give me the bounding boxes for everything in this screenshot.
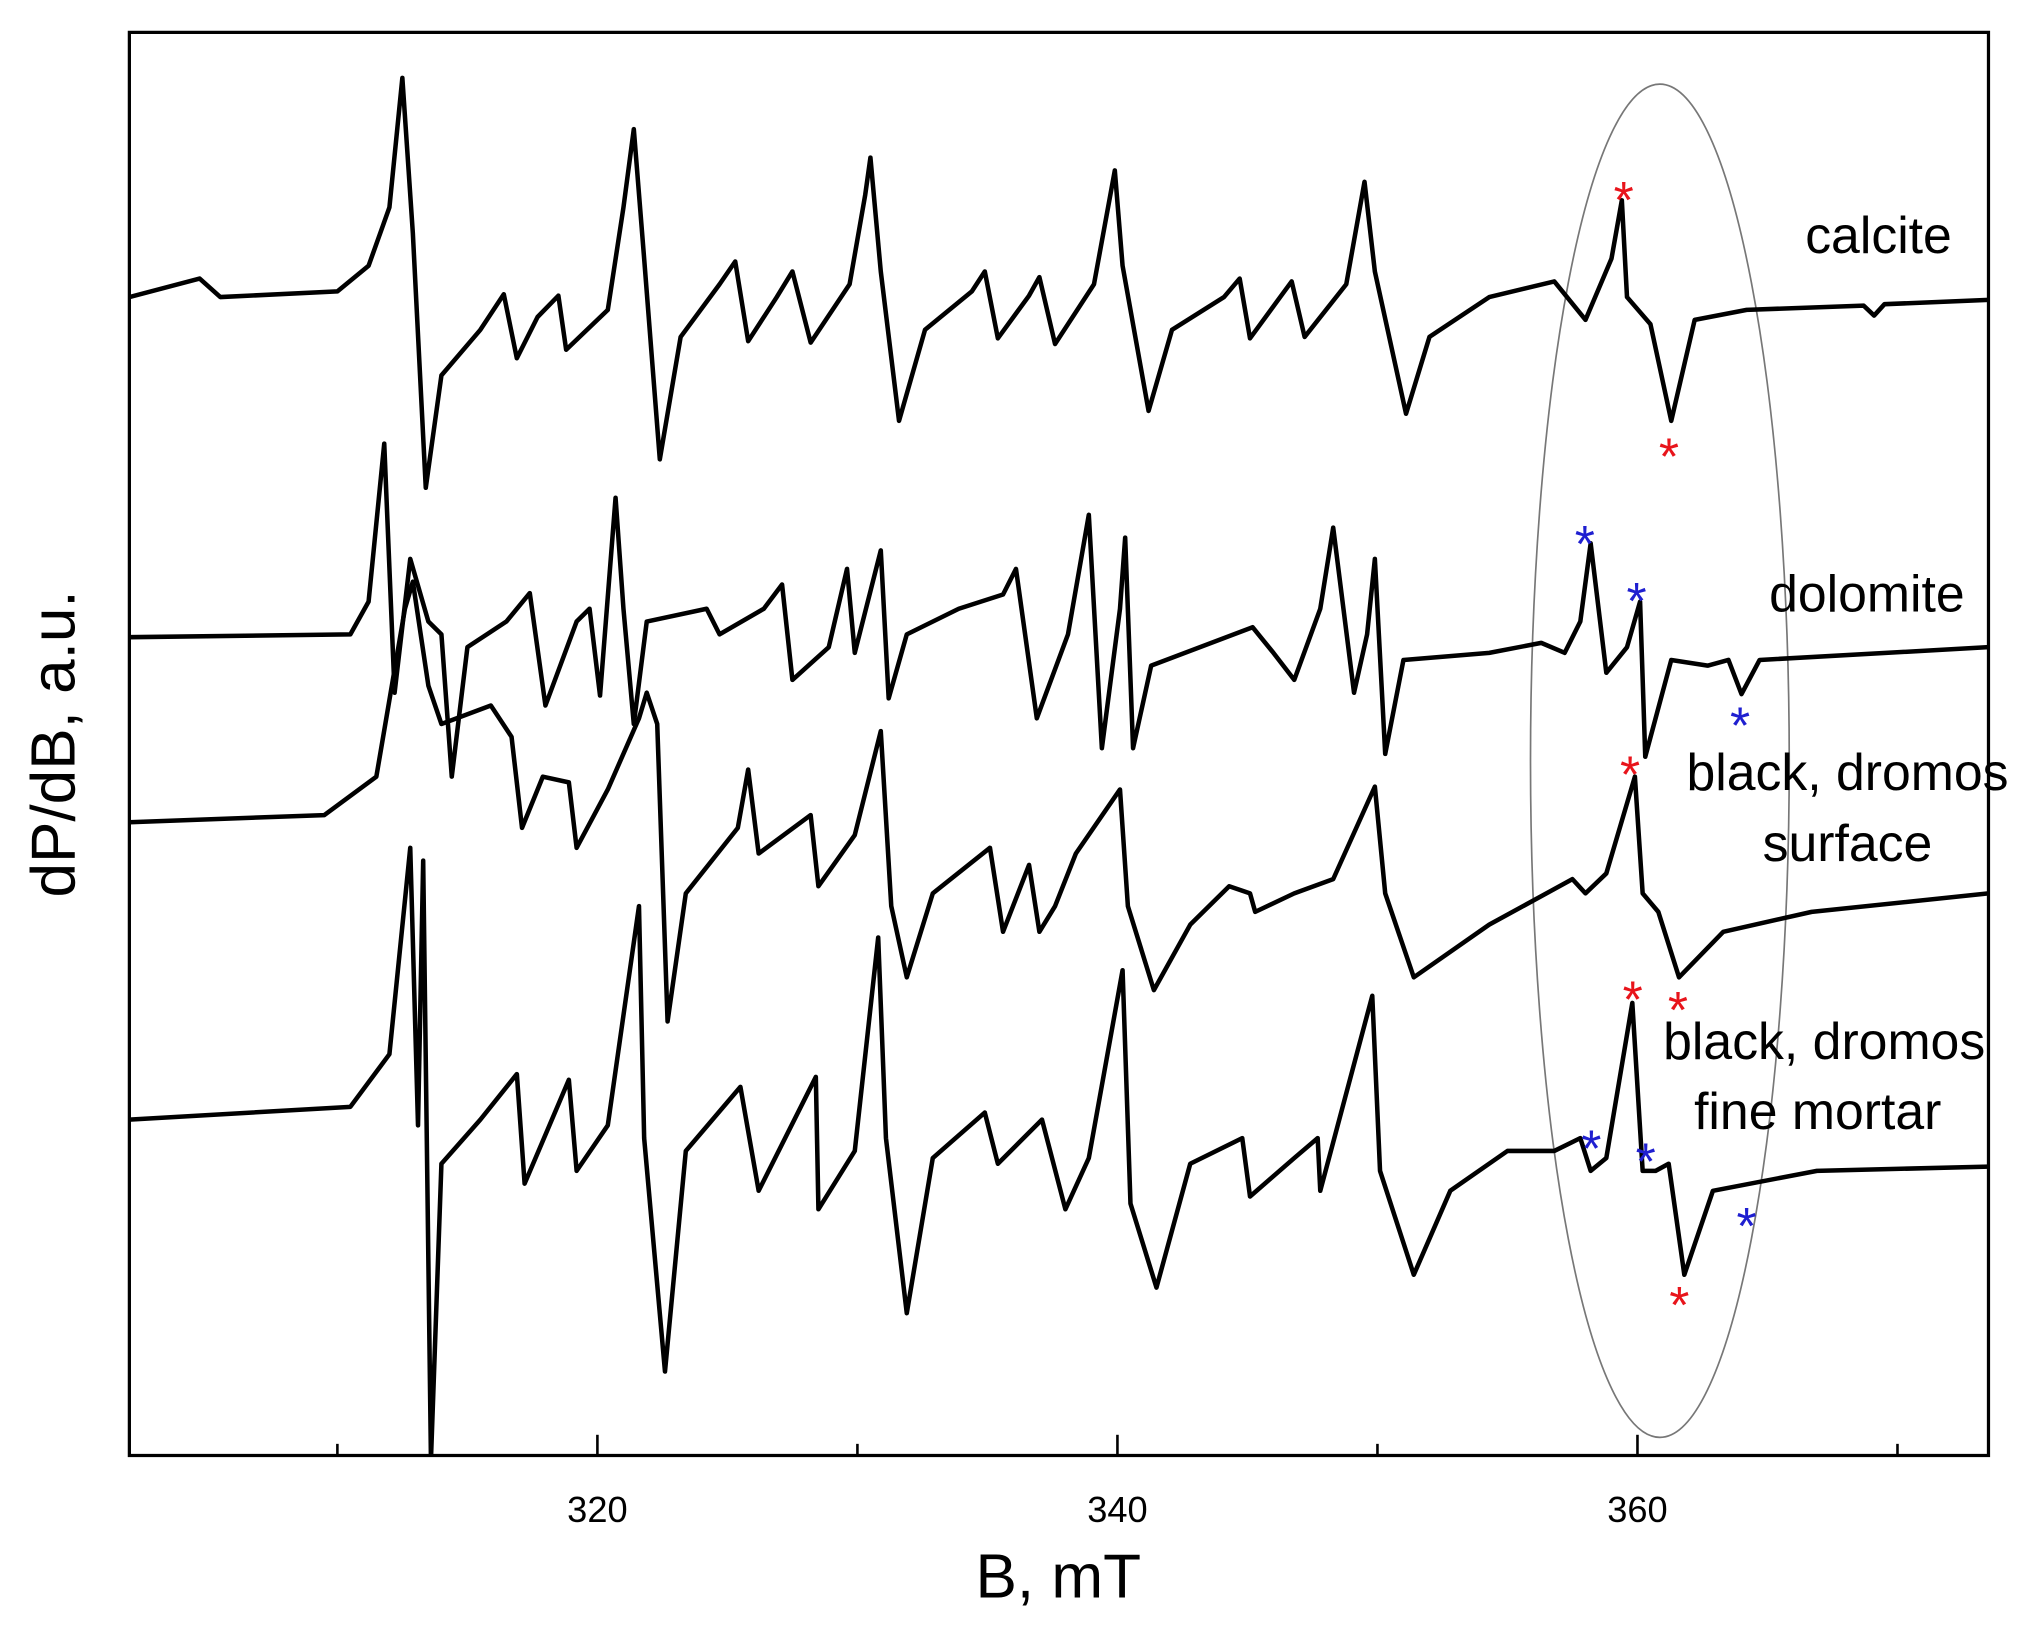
spectrum-line (129, 845, 1989, 1456)
marker-asterisk: * (1669, 1276, 1689, 1334)
marker-asterisk: * (1668, 981, 1688, 1039)
y-axis-label: dP/dB, a.u. (20, 590, 89, 897)
spectrum-line (129, 75, 1989, 491)
x-tick-label: 360 (1607, 1489, 1667, 1530)
marker-asterisk: * (1623, 971, 1643, 1029)
x-tick-label: 340 (1087, 1489, 1147, 1530)
x-axis-label: B, mT (976, 1542, 1142, 1611)
spectrum-line (129, 441, 1989, 779)
marker-asterisk: * (1614, 171, 1634, 229)
marker-asterisk: * (1659, 427, 1679, 485)
marker-asterisk: * (1730, 696, 1750, 754)
series-label: calcite (1805, 206, 1952, 264)
series-label: fine mortar (1694, 1082, 1941, 1140)
plot-area (129, 75, 1989, 1456)
series-label: surface (1763, 814, 1933, 872)
spectrum-line (129, 579, 1989, 1024)
series-label: black, dromos (1686, 743, 2008, 801)
marker-asterisk: * (1636, 1132, 1656, 1190)
series-label: dolomite (1769, 564, 1965, 622)
marker-asterisk: * (1627, 572, 1647, 630)
marker-asterisk: * (1736, 1197, 1756, 1255)
series-label: black, dromos (1663, 1012, 1985, 1070)
marker-asterisk: * (1581, 1119, 1601, 1177)
plot-frame (127, 30, 1991, 1458)
highlight-ellipse (1529, 83, 1791, 1439)
marker-asterisk: * (1575, 515, 1595, 573)
marker-asterisk: * (1620, 746, 1640, 804)
x-tick-label: 320 (567, 1489, 627, 1530)
